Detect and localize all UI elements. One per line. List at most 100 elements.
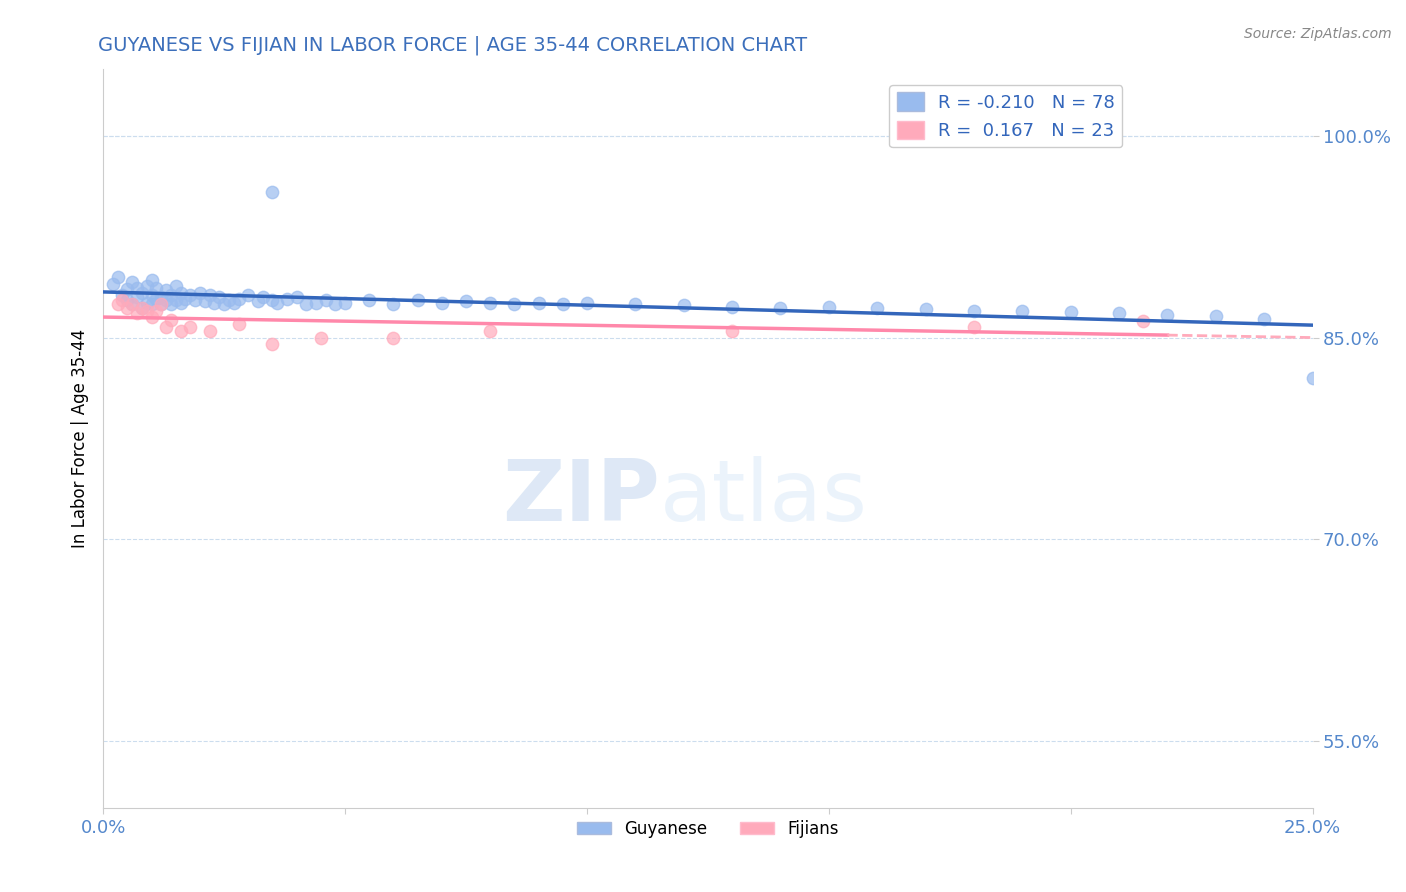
Point <box>145 281 167 295</box>
Point <box>141 297 163 311</box>
Point <box>262 186 284 200</box>
Point <box>145 292 167 306</box>
Point <box>135 303 157 318</box>
Point <box>160 287 183 301</box>
Point <box>575 295 598 310</box>
Point <box>131 301 153 315</box>
Point <box>721 324 744 338</box>
Text: atlas: atlas <box>659 456 868 539</box>
Point <box>121 297 143 311</box>
Point <box>117 282 139 296</box>
Point <box>454 294 477 309</box>
Point <box>406 293 429 307</box>
Point <box>305 295 328 310</box>
Point <box>155 293 177 307</box>
Point <box>262 293 284 307</box>
Point <box>141 287 163 301</box>
Point <box>117 293 139 307</box>
Point <box>125 281 148 295</box>
Text: GUYANESE VS FIJIAN IN LABOR FORCE | AGE 35-44 CORRELATION CHART: GUYANESE VS FIJIAN IN LABOR FORCE | AGE … <box>98 36 807 55</box>
Point <box>101 277 124 291</box>
Point <box>131 301 153 315</box>
Point <box>252 290 274 304</box>
Point <box>266 295 288 310</box>
Point <box>135 295 157 310</box>
Point <box>1060 305 1083 319</box>
Point <box>1253 311 1275 326</box>
Point <box>382 330 405 344</box>
Point <box>169 286 191 301</box>
Point <box>1302 371 1324 385</box>
Point <box>174 292 197 306</box>
Point <box>817 300 839 314</box>
Point <box>624 297 647 311</box>
Point <box>285 290 308 304</box>
Point <box>160 297 183 311</box>
Point <box>228 317 250 331</box>
Point <box>155 319 177 334</box>
Point <box>866 301 889 315</box>
Point <box>194 294 217 309</box>
Point <box>1132 314 1154 328</box>
Point <box>1011 303 1033 318</box>
Point <box>111 293 134 307</box>
Point <box>107 270 129 285</box>
Point <box>238 287 260 301</box>
Point <box>202 295 225 310</box>
Point <box>121 297 143 311</box>
Point <box>165 293 187 307</box>
Point <box>107 297 129 311</box>
Y-axis label: In Labor Force | Age 35-44: In Labor Force | Age 35-44 <box>72 329 89 548</box>
Point <box>309 330 332 344</box>
Point <box>198 324 221 338</box>
Point <box>382 297 405 311</box>
Point <box>1108 306 1130 320</box>
Point <box>125 290 148 304</box>
Point <box>721 300 744 314</box>
Text: Source: ZipAtlas.com: Source: ZipAtlas.com <box>1244 27 1392 41</box>
Point <box>155 284 177 298</box>
Point <box>222 295 245 310</box>
Point <box>160 313 183 327</box>
Point <box>198 287 221 301</box>
Point <box>295 297 318 311</box>
Point <box>914 302 936 317</box>
Point <box>165 279 187 293</box>
Point <box>150 297 173 311</box>
Point <box>169 324 191 338</box>
Point <box>1205 309 1227 323</box>
Point <box>179 319 201 334</box>
Point <box>276 292 298 306</box>
Point <box>145 303 167 318</box>
Point <box>769 301 792 315</box>
Point <box>963 303 986 318</box>
Point <box>246 294 269 309</box>
Point <box>188 286 211 301</box>
Point <box>212 297 235 311</box>
Point <box>169 295 191 310</box>
Point <box>179 287 201 301</box>
Point <box>184 293 207 307</box>
Point <box>479 324 502 338</box>
Text: ZIP: ZIP <box>502 456 659 539</box>
Point <box>141 273 163 287</box>
Point <box>150 297 173 311</box>
Point <box>262 337 284 351</box>
Point <box>359 293 381 307</box>
Point <box>551 297 574 311</box>
Point <box>430 295 453 310</box>
Point <box>228 292 250 306</box>
Point <box>141 310 163 325</box>
Point <box>117 301 139 315</box>
Point <box>135 279 157 293</box>
Point <box>503 297 526 311</box>
Point <box>111 287 134 301</box>
Point <box>150 290 173 304</box>
Point <box>479 295 502 310</box>
Legend: Guyanese, Fijians: Guyanese, Fijians <box>571 814 845 845</box>
Point <box>131 286 153 301</box>
Point <box>208 290 231 304</box>
Point <box>672 298 695 312</box>
Point <box>125 306 148 320</box>
Point <box>527 295 550 310</box>
